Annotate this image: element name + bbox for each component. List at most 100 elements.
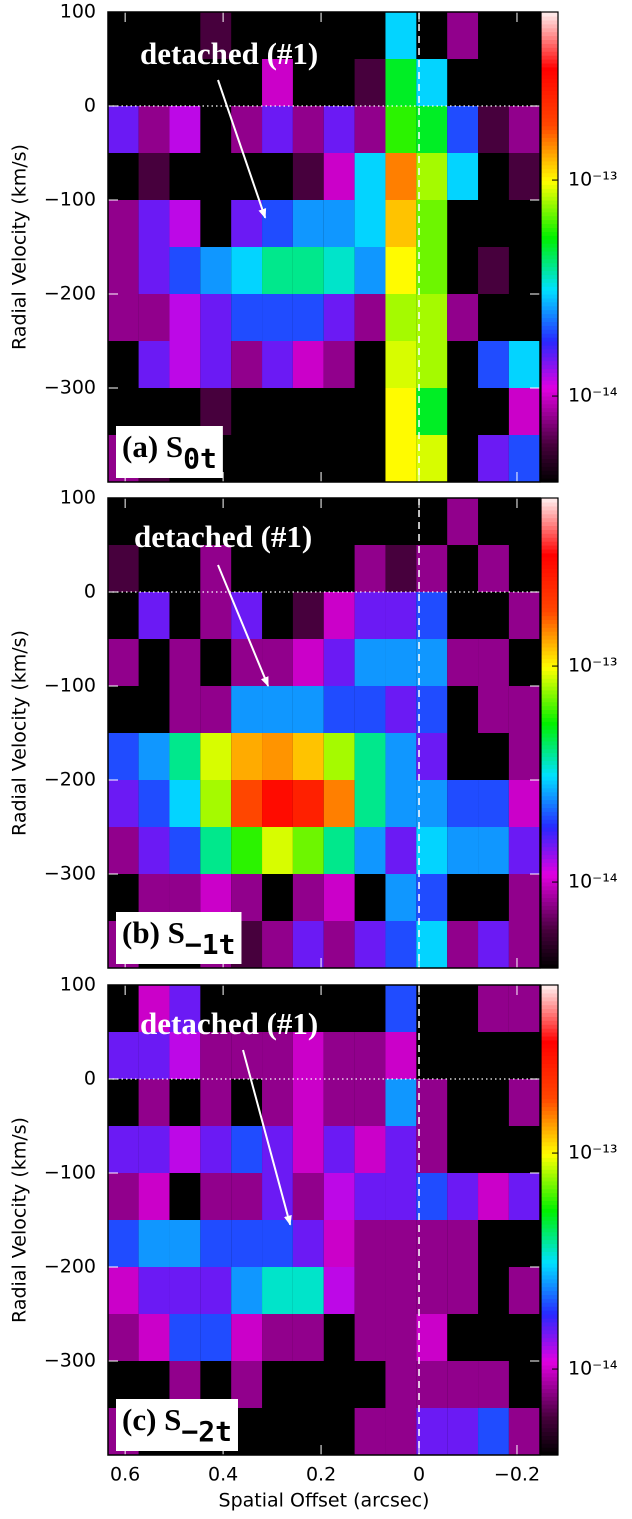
colorbar-band [541, 654, 558, 660]
colorbar-band [541, 1227, 558, 1233]
colorbar-band [541, 1423, 558, 1429]
colorbar-band [541, 1317, 558, 1323]
colorbar-band [541, 988, 558, 994]
colorbar-band [541, 297, 558, 303]
heatmap-cell [385, 59, 417, 106]
colorbar-band [541, 928, 558, 934]
colorbar-band [541, 1325, 558, 1331]
heatmap-cell [478, 435, 509, 482]
heatmap-cell [292, 1173, 324, 1220]
heatmap-cell [262, 247, 293, 294]
heatmap-cell [262, 294, 293, 341]
heatmap-cell [262, 827, 293, 874]
heatmap-cell [416, 435, 448, 482]
heatmap-cell [138, 1173, 170, 1220]
colorbar-band [541, 153, 558, 158]
heatmap-cell [354, 1079, 386, 1126]
heatmap-cell [231, 1267, 263, 1314]
heatmap-cell [169, 1314, 201, 1361]
colorbar-band [541, 1098, 558, 1104]
heatmap-cell [323, 686, 355, 733]
colorbar-band [541, 709, 558, 715]
colorbar-band [541, 168, 558, 174]
colorbar-band [541, 1447, 558, 1452]
heatmap-cell [447, 498, 479, 545]
heatmap-cell [292, 827, 324, 874]
heatmap-cell [323, 639, 355, 686]
colorbar-band [541, 1173, 558, 1178]
y-tick-label: −100 [44, 189, 96, 211]
colorbar-band [541, 113, 558, 119]
colorbar-band [541, 725, 558, 730]
heatmap-cell [447, 153, 479, 200]
colorbar-band [541, 807, 558, 812]
heatmap-cell [262, 1314, 293, 1361]
heatmap-cell [262, 59, 293, 106]
heatmap-cell [138, 1032, 170, 1079]
heatmap-cell [138, 985, 170, 1032]
colorbar-band [541, 356, 558, 362]
heatmap-cell [508, 827, 540, 874]
colorbar-band [541, 188, 558, 193]
colorbar-band [541, 384, 558, 389]
heatmap-cell [478, 1408, 509, 1455]
heatmap-cell [447, 1267, 479, 1314]
colorbar-band [541, 1161, 558, 1166]
colorbar-band [541, 501, 558, 507]
colorbar-band [541, 1364, 558, 1370]
heatmap-cell [292, 294, 324, 341]
colorbar-band [541, 834, 558, 840]
colorbar-band [541, 1435, 558, 1440]
colorbar-band [541, 740, 558, 746]
colorbar-band [541, 1333, 558, 1339]
colorbar-band [541, 35, 558, 41]
heatmap-cell [447, 921, 479, 968]
colorbar-band [541, 1298, 558, 1303]
colorbar-band [541, 537, 558, 542]
panel-label-text: (c) S [122, 1402, 181, 1437]
colorbar-band [541, 658, 558, 664]
heatmap-cell [108, 639, 139, 686]
colorbar-band [541, 611, 558, 617]
colorbar-band [541, 180, 558, 185]
heatmap-cell [478, 686, 509, 733]
heatmap-cell [508, 985, 540, 1032]
colorbar-band [541, 693, 558, 699]
colorbar-band [541, 924, 558, 930]
colorbar-band [541, 548, 558, 554]
heatmap-cell [292, 686, 324, 733]
heatmap-cell [385, 827, 417, 874]
colorbar-band [541, 1063, 558, 1068]
heatmap-cell [292, 639, 324, 686]
colorbar-band [541, 176, 558, 182]
heatmap-cell [354, 733, 386, 780]
heatmap-cell [138, 780, 170, 827]
heatmap-cell [385, 1173, 417, 1220]
colorbar-band [541, 686, 558, 691]
colorbar-band [541, 1357, 558, 1362]
colorbar-band [541, 309, 558, 315]
heatmap-cell [108, 733, 139, 780]
heatmap-cell [108, 1126, 139, 1173]
x-tick-label: 0.4 [208, 1464, 238, 1486]
heatmap-cell [447, 780, 479, 827]
heatmap-cell [292, 592, 324, 639]
colorbar-band [541, 1329, 558, 1335]
colorbar-band [541, 19, 558, 25]
heatmap-cell [200, 780, 232, 827]
colorbar-band [541, 1122, 558, 1127]
colorbar-band [541, 286, 558, 291]
colorbar-band [541, 697, 558, 703]
heatmap-cell [200, 1220, 232, 1267]
colorbar-band [541, 121, 558, 127]
heatmap-cell [508, 592, 540, 639]
colorbar-band [541, 1008, 558, 1014]
colorbar-band [541, 1408, 558, 1413]
heatmap-cell [416, 545, 448, 592]
heatmap-cell [323, 827, 355, 874]
colorbar-band [541, 149, 558, 154]
heatmap-cell [478, 545, 509, 592]
heatmap-cell [385, 639, 417, 686]
heatmap-cell [200, 827, 232, 874]
